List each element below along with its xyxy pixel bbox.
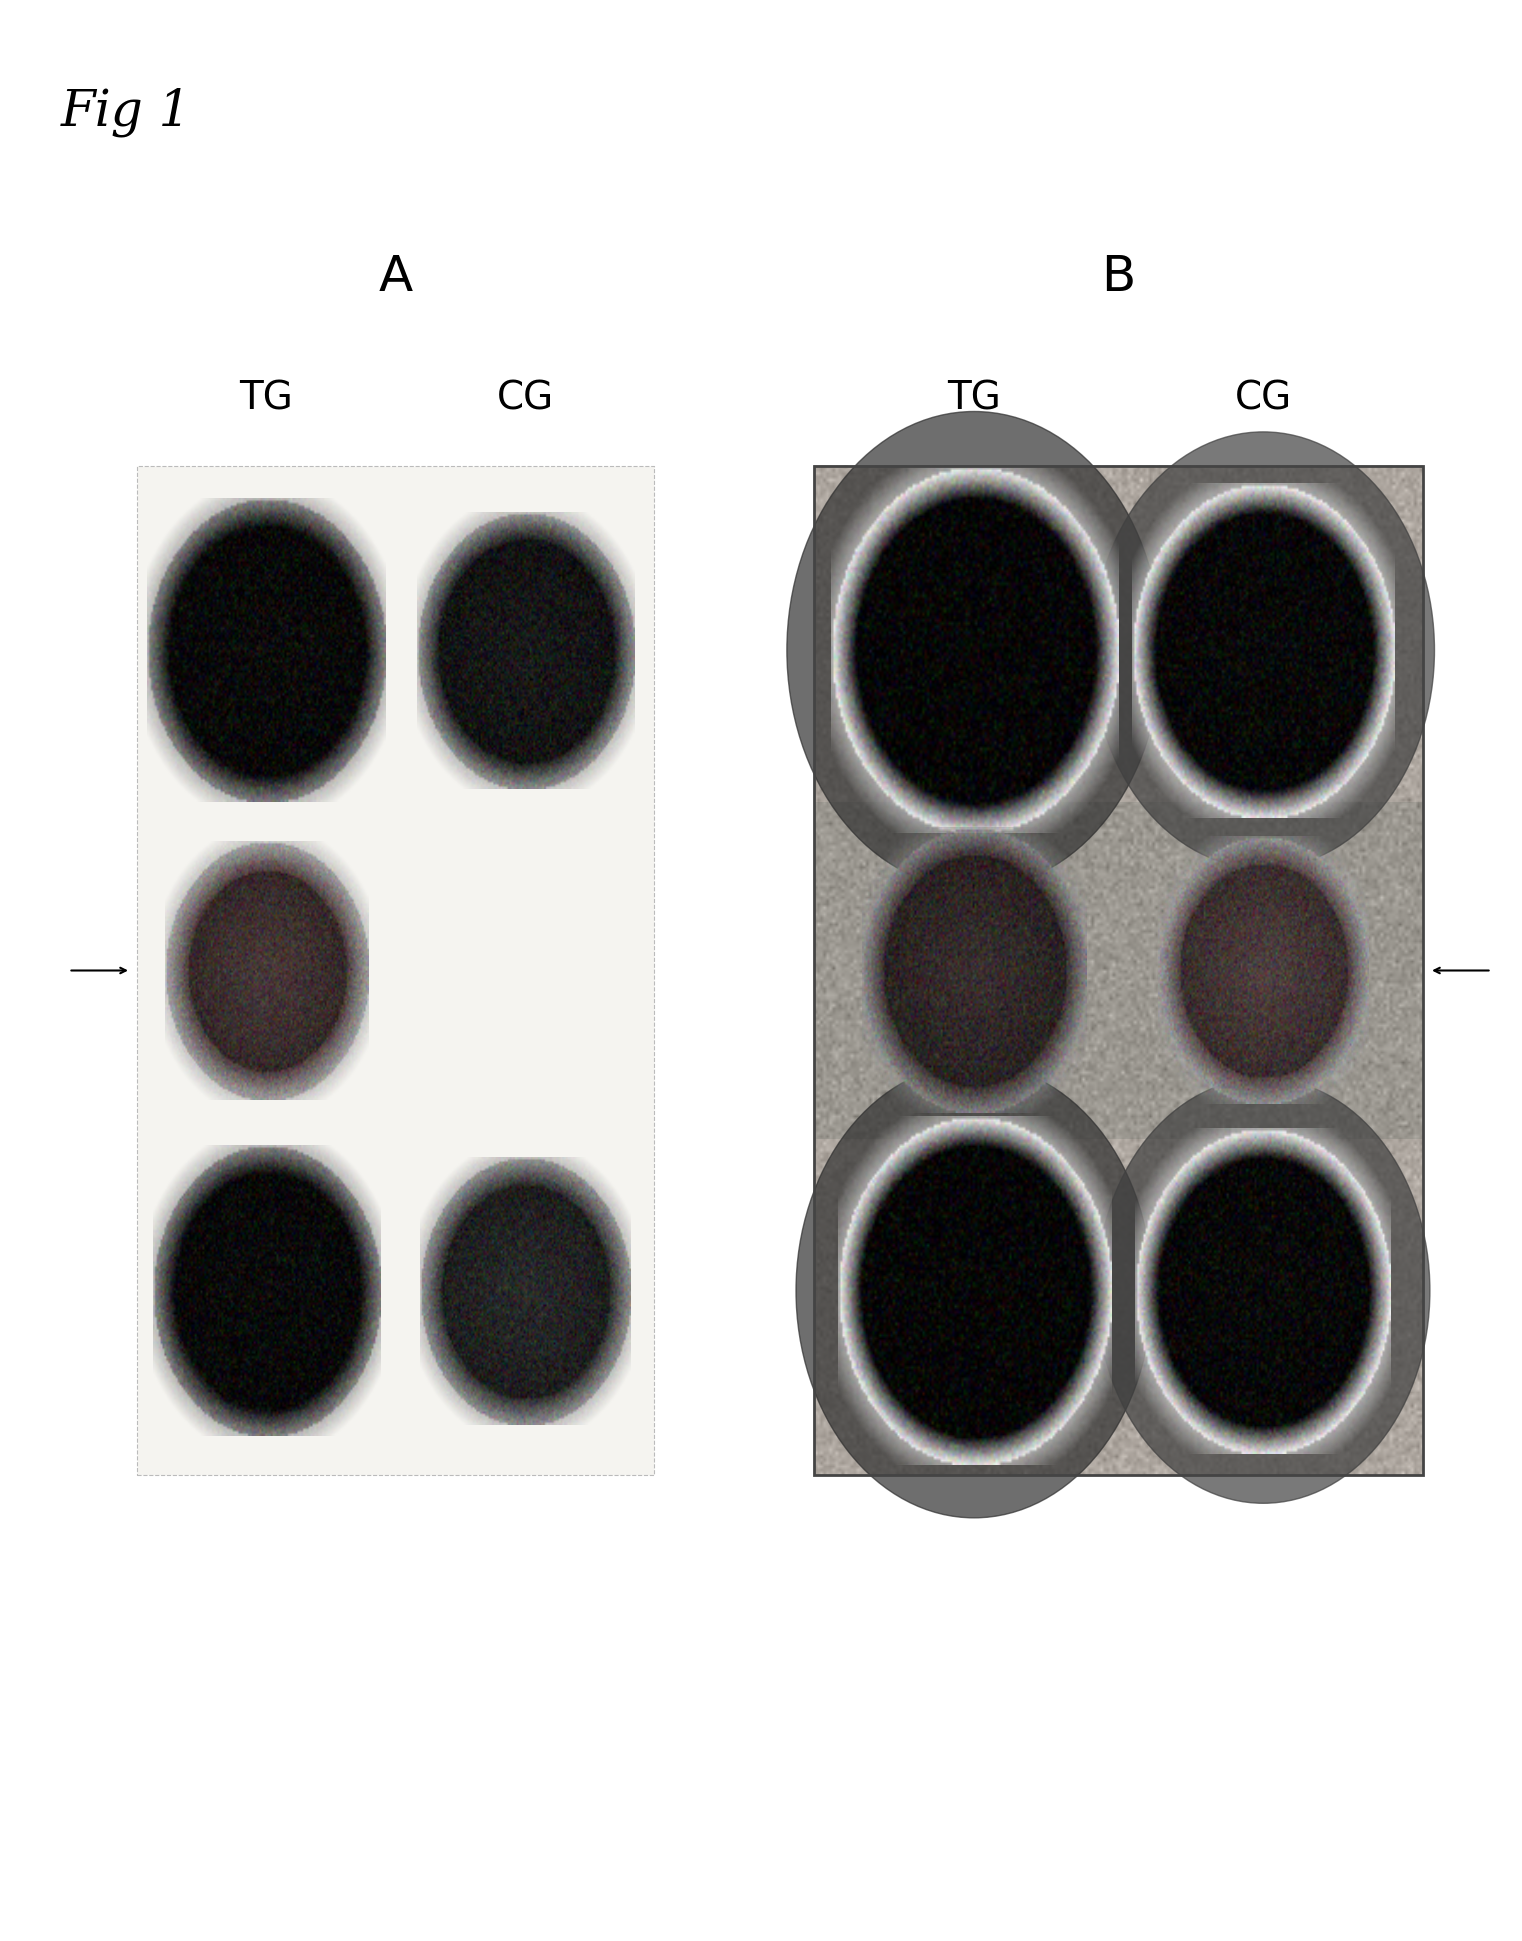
Text: TG: TG bbox=[239, 378, 294, 417]
Circle shape bbox=[796, 1064, 1152, 1518]
Bar bbox=[814, 1139, 1423, 1475]
Bar bbox=[814, 466, 1423, 1475]
Circle shape bbox=[1097, 1079, 1429, 1504]
Text: CG: CG bbox=[1234, 378, 1292, 417]
Bar bbox=[137, 466, 654, 1475]
Text: A: A bbox=[379, 252, 412, 301]
Bar bbox=[814, 466, 1423, 802]
Circle shape bbox=[787, 411, 1161, 889]
Text: B: B bbox=[1102, 252, 1135, 301]
Text: CG: CG bbox=[496, 378, 554, 417]
Bar bbox=[814, 802, 1423, 1139]
Circle shape bbox=[1093, 431, 1434, 868]
Text: Fig 1: Fig 1 bbox=[61, 87, 192, 138]
Text: TG: TG bbox=[947, 378, 1001, 417]
